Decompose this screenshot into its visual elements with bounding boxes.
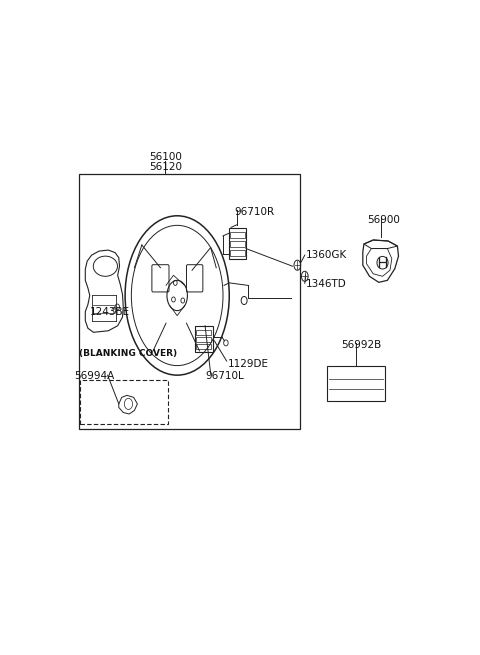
Text: 1346TD: 1346TD (305, 280, 346, 290)
Text: 1360GK: 1360GK (305, 250, 347, 260)
Text: 56120: 56120 (149, 162, 182, 172)
Bar (195, 326, 213, 352)
Text: 96710R: 96710R (235, 207, 275, 217)
Bar (230, 233, 245, 238)
Text: 56100: 56100 (150, 152, 182, 162)
Bar (228, 229, 246, 259)
Text: 96710L: 96710L (205, 371, 244, 381)
Text: 56992B: 56992B (341, 340, 382, 350)
Bar (79, 174, 300, 429)
Text: 1129DE: 1129DE (228, 358, 268, 369)
Bar (196, 345, 211, 349)
Text: 1243BE: 1243BE (90, 307, 130, 316)
Text: 56994A: 56994A (74, 371, 114, 381)
Text: 56900: 56900 (367, 215, 400, 225)
Bar (196, 337, 211, 343)
Bar (196, 330, 211, 335)
Bar (230, 241, 245, 247)
Bar (327, 366, 385, 402)
Bar (230, 250, 245, 255)
Bar (81, 380, 168, 424)
Text: (BLANKING COVER): (BLANKING COVER) (79, 350, 177, 358)
